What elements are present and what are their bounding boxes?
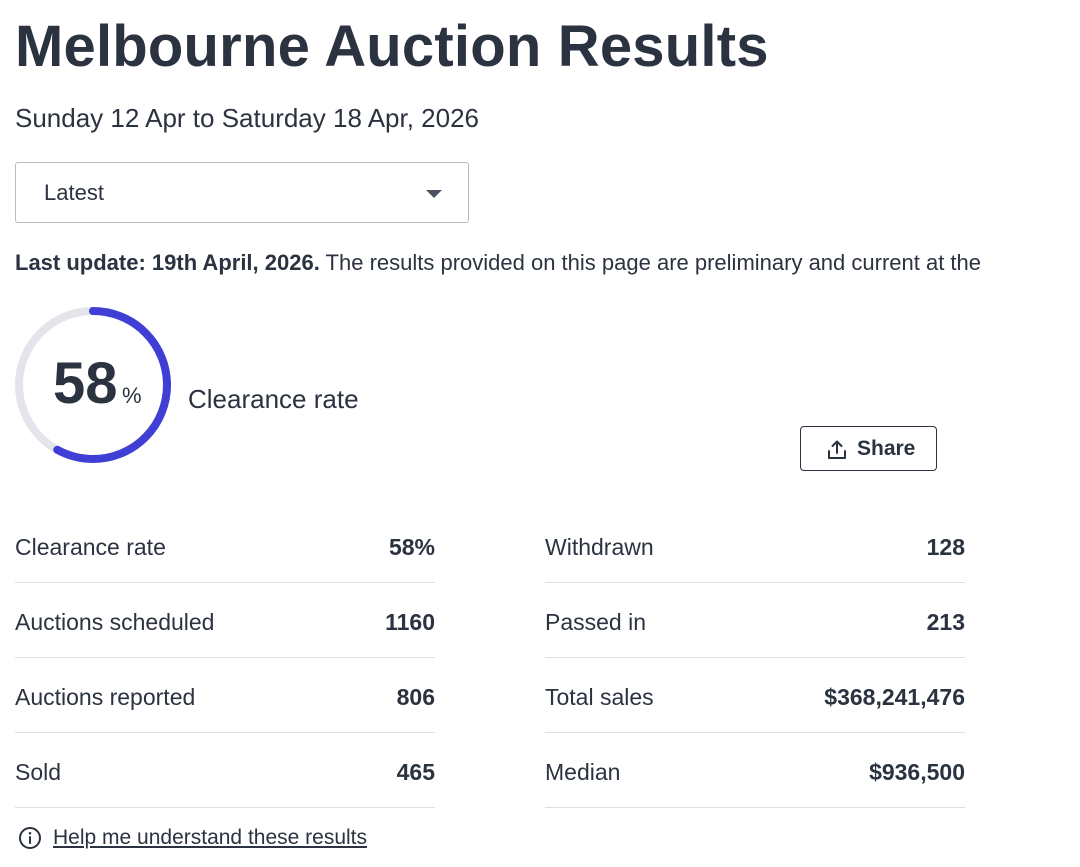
stat-value: $368,241,476 (824, 684, 965, 710)
stat-row-auctions-scheduled: Auctions scheduled 1160 (15, 583, 435, 658)
gauge-progress (15, 307, 171, 463)
stat-value: 213 (926, 609, 965, 635)
chevron-down-icon (426, 190, 442, 198)
stat-value: 1160 (385, 609, 435, 635)
stat-label: Total sales (545, 684, 654, 710)
stat-row-median: Median $936,500 (545, 733, 965, 808)
stat-label: Passed in (545, 609, 647, 635)
stat-row-sold: Sold 465 (15, 733, 435, 808)
period-select-value: Latest (44, 180, 104, 205)
stat-value: 128 (926, 534, 965, 560)
clearance-rate-gauge: 58 % (13, 305, 173, 465)
clearance-rate-ring (15, 307, 171, 463)
stat-value: 806 (396, 684, 435, 710)
info-icon (19, 827, 41, 849)
stat-value: 465 (396, 759, 435, 785)
share-label: Share (857, 437, 916, 460)
stat-label: Auctions reported (15, 684, 196, 710)
stat-label: Sold (15, 759, 62, 785)
clearance-rate-value: 58 (53, 351, 118, 416)
share-button[interactable]: Share (800, 426, 937, 471)
period-select[interactable]: Latest (15, 162, 469, 223)
update-notice: Last update: 19th April, 2026. The resul… (15, 248, 1080, 278)
stat-label: Median (545, 759, 621, 785)
stat-row-clearance-rate: Clearance rate 58% (15, 508, 435, 583)
stat-label: Auctions scheduled (15, 609, 215, 635)
stat-label: Clearance rate (15, 534, 166, 560)
update-label: Last update: 19th April, 2026. (15, 250, 320, 275)
share-icon (828, 440, 846, 459)
stats-list-left: Clearance rate 58% Auctions scheduled 11… (15, 508, 435, 808)
stat-label: Withdrawn (545, 534, 654, 560)
date-range: Sunday 12 Apr to Saturday 18 Apr, 2026 (15, 103, 480, 133)
help-link[interactable]: Help me understand these results (53, 826, 368, 849)
stat-row-passed-in: Passed in 213 (545, 583, 965, 658)
stat-value: 58% (388, 534, 435, 560)
stat-row-auctions-reported: Auctions reported 806 (15, 658, 435, 733)
stat-row-withdrawn: Withdrawn 128 (545, 508, 965, 583)
stat-value: $936,500 (869, 759, 965, 785)
page-title: Melbourne Auction Results (15, 14, 769, 79)
clearance-rate-label: Clearance rate (188, 384, 359, 414)
clearance-rate-unit: % (122, 383, 142, 408)
stat-row-total-sales: Total sales $368,241,476 (545, 658, 965, 733)
stats-list-right: Withdrawn 128 Passed in 213 Total sales … (545, 508, 965, 808)
update-text: The results provided on this page are pr… (319, 250, 982, 275)
